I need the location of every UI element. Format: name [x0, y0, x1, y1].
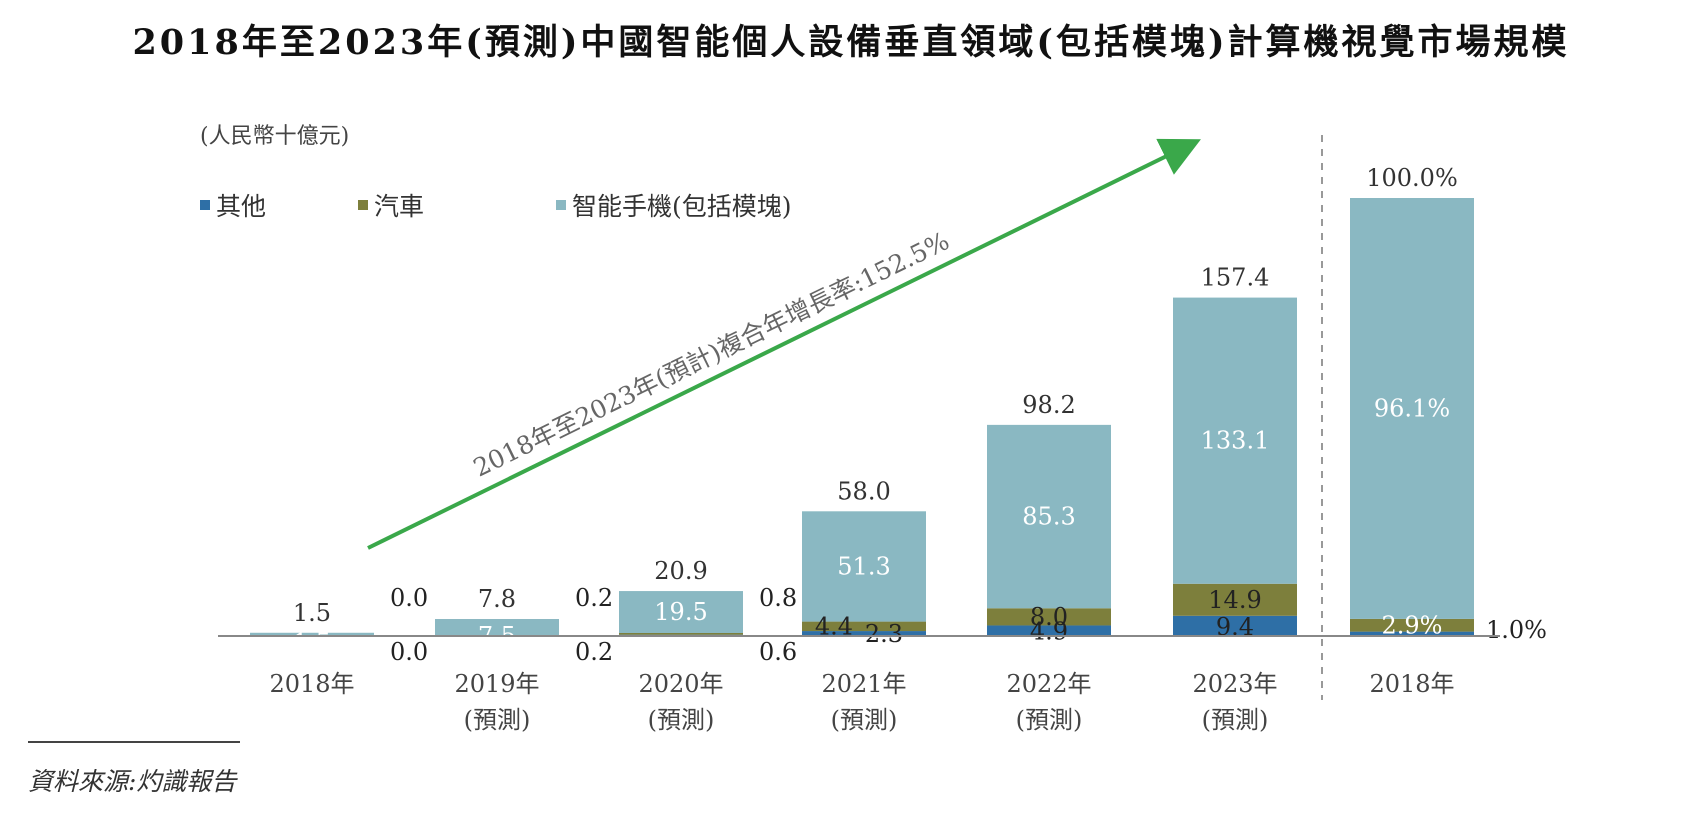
legend-label-2: 汽車	[374, 192, 424, 221]
bar-2-series-3	[435, 619, 559, 636]
share-label-series-1: 1.0%	[1486, 616, 1547, 644]
legend-swatch-3	[556, 200, 566, 210]
cagr-annotation: 2018年至2023年(預計)複合年增長率:152.5%	[469, 226, 954, 482]
x-tick-3-sub: (預測)	[648, 706, 715, 734]
unit-label: (人民幣十億元)	[200, 124, 349, 149]
value-label-2-series-2: 0.2	[575, 584, 613, 612]
chart-title: 2018年至2023年(預測)中國智能個人設備垂直領域(包括模塊)計算機視覺市場…	[132, 22, 1570, 63]
x-tick-share: 2018年	[1369, 670, 1454, 698]
value-label-5-series-1: 4.9	[1030, 618, 1068, 646]
bar-4-series-3	[802, 511, 926, 622]
x-tick-5: 2022年	[1006, 670, 1091, 698]
legend: 其他 汽車 智能手機(包括模塊)	[200, 192, 792, 221]
bar-5-series-2	[987, 608, 1111, 626]
value-label-3-series-3: 19.5	[654, 598, 707, 626]
value-label-1-series-3: 1.5	[293, 628, 331, 656]
legend-label-1: 其他	[216, 192, 266, 221]
x-tick-2-sub: (預測)	[464, 706, 531, 734]
x-tick-2: 2019年	[454, 670, 539, 698]
bar-5-series-3	[987, 424, 1111, 609]
bar-6-series-3	[1173, 297, 1297, 584]
total-label-5: 98.2	[1022, 391, 1075, 419]
total-label-1: 1.5	[293, 599, 331, 627]
x-tick-3: 2020年	[638, 670, 723, 698]
legend-label-3: 智能手機(包括模塊)	[572, 192, 792, 221]
source-note: 資料來源:灼識報告	[28, 767, 238, 796]
bar-3-series-3	[619, 591, 743, 633]
total-label-2: 7.8	[478, 585, 516, 613]
x-tick-5-sub: (預測)	[1016, 706, 1083, 734]
x-tick-6: 2023年	[1192, 670, 1277, 698]
value-label-6-series-2: 14.9	[1208, 586, 1261, 614]
value-label-5-series-2: 8.0	[1030, 603, 1068, 631]
value-label-6-series-3: 133.1	[1201, 427, 1270, 455]
bar-1-series-3	[250, 632, 374, 636]
value-label-1-series-1: 0.0	[390, 638, 428, 666]
x-tick-4-sub: (預測)	[831, 706, 898, 734]
bar-4-series-2	[802, 621, 926, 632]
bar-3-series-2	[619, 632, 743, 635]
share-bar-series-2	[1350, 618, 1474, 632]
cagr-arrow	[367, 138, 1201, 550]
value-label-5-series-3: 85.3	[1022, 503, 1075, 531]
value-label-2-series-1: 0.2	[575, 638, 613, 666]
x-tick-4: 2021年	[821, 670, 906, 698]
value-label-3-series-2: 0.8	[759, 584, 797, 612]
bar-6-series-2	[1173, 583, 1297, 616]
bar-6-series-1	[1173, 615, 1297, 636]
value-label-3-series-1: 0.6	[759, 638, 797, 666]
total-label-6: 157.4	[1201, 264, 1270, 292]
legend-swatch-2	[358, 200, 368, 210]
share-total-label: 100.0%	[1366, 164, 1458, 192]
share-bar-series-1	[1350, 631, 1474, 636]
value-label-4-series-3: 51.3	[837, 552, 890, 580]
share-bar-series-3	[1350, 198, 1474, 619]
x-tick-labels: 2018年 2019年 (預測) 2020年 (預測) 2021年 (預測) 2022年 (預測…	[269, 670, 1454, 734]
total-label-4: 58.0	[837, 477, 890, 505]
share-label-series-3: 96.1%	[1374, 394, 1450, 422]
x-tick-1: 2018年	[269, 670, 354, 698]
bars-group	[250, 198, 1474, 636]
share-label-series-2: 2.9%	[1382, 611, 1443, 639]
value-label-4-series-1: 2.3	[865, 620, 903, 648]
value-label-1-series-2: 0.0	[390, 584, 428, 612]
bar-4-series-1	[802, 631, 926, 636]
x-tick-6-sub: (預測)	[1202, 706, 1269, 734]
bar-5-series-1	[987, 625, 1111, 636]
total-label-3: 20.9	[654, 557, 707, 585]
legend-swatch-1	[200, 200, 210, 210]
